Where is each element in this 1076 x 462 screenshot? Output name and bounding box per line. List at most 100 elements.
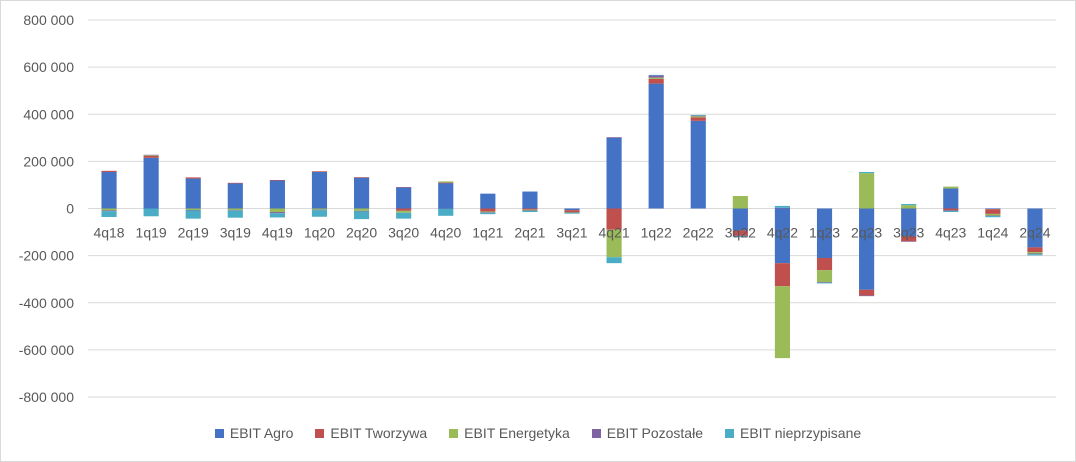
bar-segment bbox=[690, 114, 706, 116]
bar-segment bbox=[269, 208, 285, 213]
legend: EBIT Agro EBIT Tworzywa EBIT Energetyka EBI… bbox=[0, 420, 1076, 446]
bar-segment bbox=[311, 210, 328, 217]
bar-segment bbox=[353, 177, 370, 178]
bar-segment bbox=[396, 208, 412, 211]
bar-segment bbox=[690, 120, 706, 209]
bar-segment bbox=[648, 75, 664, 78]
bar-segment bbox=[353, 210, 370, 212]
bar-segment bbox=[732, 236, 748, 238]
y-tick-label: -800 000 bbox=[19, 389, 74, 405]
x-tick-label: 4q19 bbox=[262, 225, 293, 241]
bar-segment bbox=[1027, 253, 1043, 255]
bar-segment bbox=[311, 208, 328, 210]
x-tick-label: 2q20 bbox=[346, 225, 377, 241]
x-tick-label: 4q20 bbox=[430, 225, 461, 241]
legend-item: EBIT Tworzywa bbox=[315, 425, 427, 441]
bar-segment bbox=[859, 171, 875, 174]
bar-segment bbox=[901, 205, 917, 209]
bar-segment bbox=[522, 209, 538, 211]
bar-segment bbox=[480, 212, 496, 213]
bar-segment bbox=[606, 208, 622, 230]
bar-segment bbox=[101, 171, 117, 209]
bar-segment bbox=[101, 210, 117, 212]
bar-segment bbox=[480, 212, 496, 215]
bar-segment bbox=[564, 212, 580, 214]
bar-segment bbox=[1027, 254, 1043, 256]
bar-segment bbox=[522, 208, 538, 210]
bar-segment bbox=[143, 157, 159, 209]
bar-segment bbox=[859, 173, 875, 209]
bar-segment bbox=[396, 188, 412, 209]
bar-segment bbox=[311, 171, 328, 209]
bar-segment bbox=[227, 208, 243, 211]
bar-segment bbox=[816, 257, 833, 271]
bar-segment bbox=[353, 208, 370, 211]
x-tick-label: 3q21 bbox=[556, 225, 587, 241]
bar-segment bbox=[732, 208, 748, 231]
bar-segment bbox=[227, 182, 243, 184]
bar-segment bbox=[774, 263, 791, 287]
x-tick-label: 4q23 bbox=[935, 225, 966, 241]
bar-segment bbox=[690, 115, 706, 117]
bar-segment bbox=[438, 208, 454, 216]
legend-swatch bbox=[591, 428, 601, 438]
x-tick-label: 4q21 bbox=[599, 225, 630, 241]
bar-segment bbox=[901, 204, 917, 206]
x-tick-label: 3q22 bbox=[725, 225, 756, 241]
bar-segment bbox=[1027, 247, 1043, 253]
bar-segment bbox=[311, 209, 328, 211]
bar-segment bbox=[143, 155, 159, 158]
x-axis-tick-labels: 4q18 1q19 2q19 3q19 4q19 1q20 2q20 3q20 4q20 1q21… bbox=[93, 225, 1050, 241]
bar-segment bbox=[648, 77, 664, 79]
legend-swatch bbox=[725, 428, 734, 438]
bar-segment bbox=[985, 213, 1001, 216]
y-tick-label: 400 000 bbox=[23, 106, 74, 122]
bar-segment bbox=[774, 208, 791, 264]
legend-swatch bbox=[214, 428, 224, 438]
bars bbox=[101, 74, 1043, 359]
x-tick-label: 1q20 bbox=[304, 225, 335, 241]
legend-item: EBIT Energetyka bbox=[449, 425, 570, 441]
bar-segment bbox=[732, 196, 748, 209]
bar-segment bbox=[438, 182, 454, 184]
bar-segment bbox=[943, 208, 959, 211]
x-tick-label: 4q22 bbox=[767, 225, 798, 241]
bar-segment bbox=[690, 117, 706, 121]
bar-segment bbox=[901, 241, 917, 242]
grid-lines bbox=[88, 19, 1056, 398]
bar-segment bbox=[606, 257, 622, 264]
bar-segment bbox=[269, 213, 285, 218]
bar-segment bbox=[269, 180, 285, 209]
bar-segment bbox=[985, 216, 1001, 218]
legend-label: EBIT Energetyka bbox=[464, 425, 570, 441]
legend-item: EBIT nieprzypisane bbox=[725, 425, 861, 441]
x-tick-label: 2q22 bbox=[683, 225, 714, 241]
bar-segment bbox=[564, 212, 580, 214]
bar-segment bbox=[185, 208, 201, 210]
bar-segment bbox=[648, 74, 664, 76]
bar-segment bbox=[985, 215, 1001, 217]
bar-segment bbox=[353, 211, 370, 220]
bar-segment bbox=[564, 210, 580, 213]
bar-segment bbox=[143, 154, 159, 156]
bar-segment bbox=[185, 178, 201, 209]
bar-segment bbox=[185, 209, 201, 211]
bar-segment bbox=[943, 210, 959, 213]
bar-segment bbox=[1027, 208, 1043, 248]
bar-segment bbox=[353, 177, 370, 209]
bar-segment bbox=[606, 229, 622, 258]
legend-item: EBIT Agro bbox=[214, 425, 293, 441]
bar-segment bbox=[859, 208, 875, 290]
bar-segment bbox=[774, 205, 791, 208]
bar-segment bbox=[943, 188, 959, 209]
bar-segment bbox=[732, 230, 748, 236]
bar-segment bbox=[606, 137, 622, 138]
bar-segment bbox=[985, 208, 1001, 210]
bar-segment bbox=[774, 286, 791, 359]
bar-segment bbox=[564, 212, 580, 213]
y-tick-label: 200 000 bbox=[23, 153, 74, 169]
y-tick-label: 600 000 bbox=[23, 59, 74, 75]
bar-segment bbox=[227, 210, 243, 211]
